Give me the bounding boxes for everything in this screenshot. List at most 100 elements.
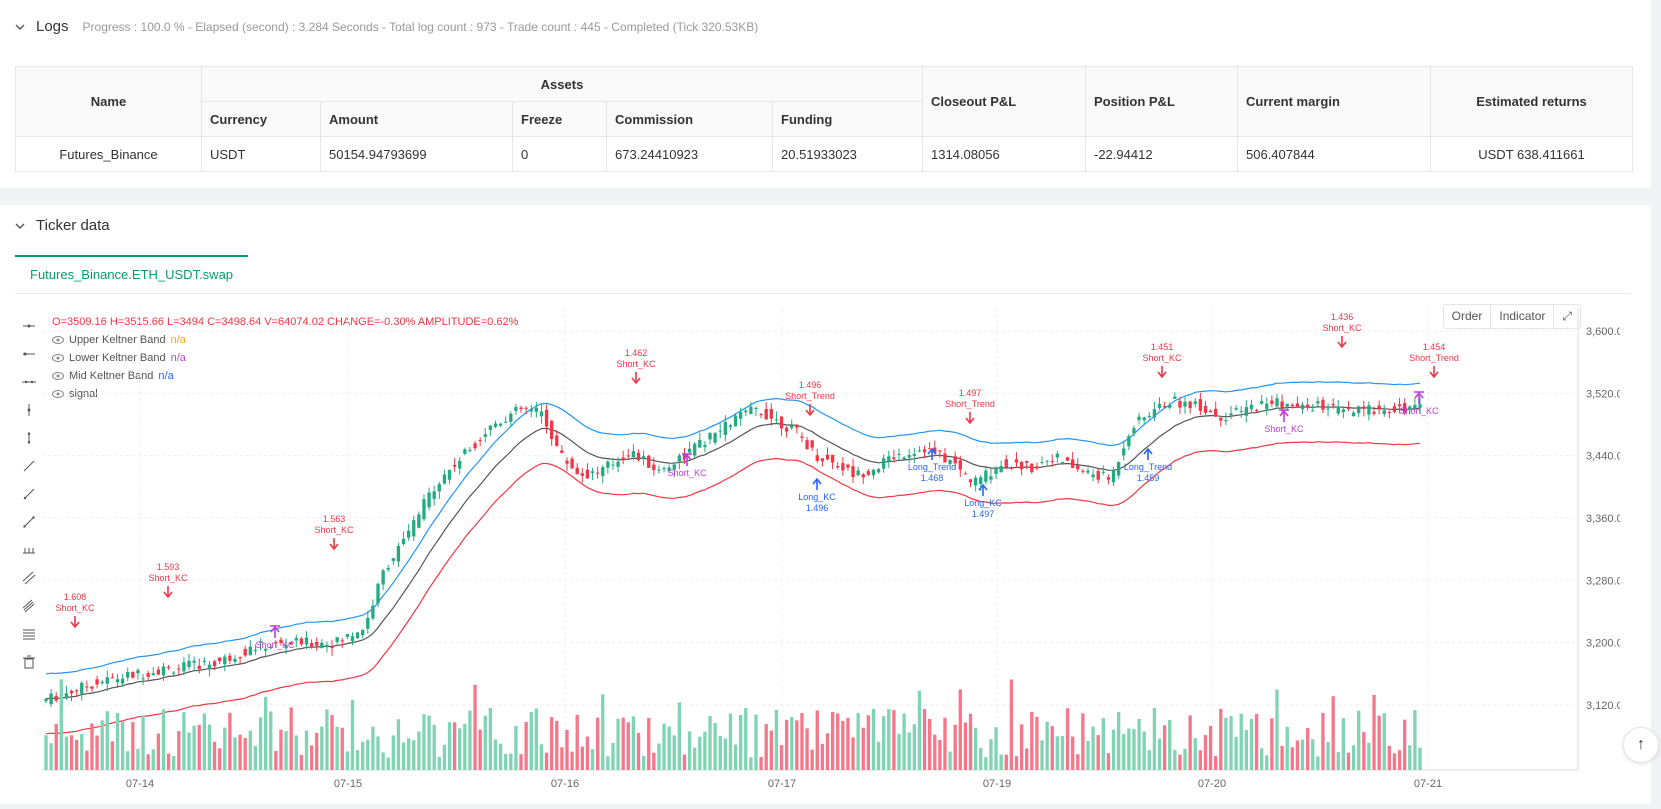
volume-bar [330, 715, 334, 770]
tab-eth-usdt-swap[interactable]: Futures_Binance.ETH_USDT.swap [15, 255, 249, 291]
candle-body [749, 406, 753, 414]
volume-bar [1132, 729, 1136, 770]
ticker-header[interactable]: Ticker data [14, 217, 110, 234]
signal-label: Short_Trend [1409, 353, 1459, 363]
legend-label: Mid Keltner Band [69, 370, 154, 382]
scroll-to-top-button[interactable]: ↑ [1623, 727, 1659, 763]
eye-icon[interactable] [52, 336, 64, 344]
price-chart[interactable]: 3,120.00 3,200.00 3,280.00 3,360.00 3,440.00… [0, 300, 1620, 800]
eye-icon[interactable] [52, 390, 64, 398]
candle-body [820, 458, 825, 462]
volume-bar [315, 732, 319, 770]
candle-body [396, 546, 401, 562]
ticker-panel: Ticker data Futures_Binance.ETH_USDT.swa… [0, 205, 1651, 804]
candle-body [1157, 404, 1162, 408]
legend-mid-band[interactable]: Mid Keltner Band n/a [52, 370, 174, 382]
parallel-channel-icon[interactable] [18, 564, 40, 592]
candle-body [1009, 467, 1014, 469]
candle-body [647, 455, 651, 468]
volume-bar [1300, 739, 1305, 770]
horizontal-line-icon[interactable] [18, 312, 40, 340]
candle-body [575, 467, 579, 475]
ray-line-icon[interactable] [18, 480, 40, 508]
candle-body [1392, 406, 1397, 412]
volume-bar [432, 724, 436, 770]
candle-body [590, 471, 595, 473]
logs-header[interactable]: Logs Progress : 100.0 % - Elapsed (secon… [14, 18, 758, 35]
candle-body [519, 407, 523, 409]
candle-body [340, 640, 344, 642]
fib-retracement-icon[interactable] [18, 620, 40, 648]
chevron-down-icon[interactable] [14, 21, 26, 33]
candle-body [703, 444, 707, 448]
candle-body [1239, 410, 1243, 412]
candle-body [218, 657, 222, 662]
volume-bar [1311, 739, 1315, 770]
extended-line-icon[interactable] [18, 368, 40, 396]
volume-bar [468, 710, 472, 770]
trend-line-icon[interactable] [18, 452, 40, 480]
chevron-down-icon[interactable] [14, 220, 26, 232]
volume-bar [95, 735, 99, 770]
volume-bar [54, 723, 58, 770]
candle-body [912, 453, 916, 456]
indicator-button[interactable]: Indicator [1491, 305, 1555, 328]
volume-bar [504, 753, 508, 770]
candle-body [1203, 405, 1208, 413]
vertical-segment-icon[interactable] [18, 424, 40, 452]
candle-body [1341, 409, 1346, 413]
candle-body [1244, 407, 1248, 416]
cell-position: -22.94412 [1085, 136, 1238, 172]
volume-bar [938, 739, 942, 770]
volume-bar [1387, 745, 1392, 770]
candle-body [1101, 471, 1105, 473]
candle-body [713, 433, 717, 443]
fullscreen-icon[interactable]: ⤢ [1562, 309, 1572, 323]
candle-body [524, 407, 528, 409]
candle-body [1081, 470, 1085, 472]
legend-upper-band[interactable]: Upper Keltner Band n/a [52, 334, 186, 346]
eye-icon[interactable] [52, 372, 64, 380]
volume-bar [861, 727, 865, 770]
candle-body [999, 466, 1003, 473]
legend-lower-band[interactable]: Lower Keltner Band n/a [52, 352, 186, 364]
signal-label: Short_KC [1264, 424, 1304, 434]
candle-body [141, 678, 145, 680]
volume-bar [74, 739, 79, 770]
eye-icon[interactable] [52, 354, 64, 362]
vertical-line-icon[interactable] [18, 396, 40, 424]
legend-signal[interactable]: signal [52, 388, 98, 400]
volume-bar [1336, 752, 1340, 770]
volume-bar [1280, 745, 1284, 770]
volume-bar [156, 733, 161, 770]
candle-body [299, 638, 304, 645]
volume-bar [606, 756, 610, 770]
table-row: Futures_Binance USDT 50154.94793699 0 67… [15, 136, 1633, 172]
logs-panel: Logs Progress : 100.0 % - Elapsed (secon… [0, 0, 1651, 188]
candle-body [534, 407, 539, 412]
candle-body [1004, 459, 1008, 468]
exit-arrow [270, 625, 280, 638]
segment-line-icon[interactable] [18, 508, 40, 536]
volume-bar [810, 749, 814, 770]
volume-bar [488, 707, 493, 770]
candle-body [187, 660, 191, 668]
fib-channel-icon[interactable] [18, 592, 40, 620]
candle-body [304, 637, 309, 645]
ticker-title: Ticker data [36, 217, 110, 234]
trash-icon[interactable] [18, 648, 40, 676]
candle-body [585, 469, 590, 479]
short-arrow [329, 538, 339, 551]
candle-body [626, 455, 630, 457]
volume-bar [401, 742, 406, 770]
candle-body [887, 456, 891, 462]
volume-bar [820, 743, 825, 770]
horizontal-ray-icon[interactable] [18, 340, 40, 368]
volume-bar [1224, 717, 1228, 770]
candle-body [1147, 415, 1151, 418]
volume-bar [126, 751, 130, 770]
price-line-icon[interactable] [18, 536, 40, 564]
order-button[interactable]: Order [1444, 305, 1492, 328]
candle-body [207, 664, 212, 669]
candle-body [371, 605, 375, 619]
